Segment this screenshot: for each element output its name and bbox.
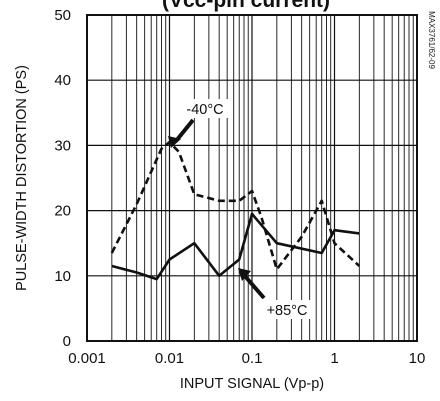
chart-title: (Vcc-pin current) [162,0,330,12]
annotation-plus85-box [262,300,312,319]
annotation-plus85: +85°C [238,268,312,319]
annotation-minus40: -40°C [168,99,228,148]
y-tick-label: 40 [54,72,71,89]
annotation-plus85-arrow [242,273,266,300]
series-group [110,140,361,281]
figure-code: MAX3761/62-09 [427,11,436,69]
annotation-plus85-label: +85°C [267,303,308,319]
y-tick-label: 20 [54,203,71,220]
y-tick-label: 0 [63,333,71,350]
grid [86,14,418,342]
x-tick-label: 1 [330,350,338,367]
series-line-1 [111,212,360,281]
x-axis-title: INPUT SIGNAL (Vp-p) [180,376,324,392]
y-axis-title: PULSE-WIDTH DISTORTION (PS) [14,65,30,291]
annotation-minus40-box [182,99,228,118]
series-line-0 [110,140,361,271]
annotation-minus40-arrow [174,118,195,143]
y-tick-label: 30 [54,137,71,154]
x-tick-label: 10 [409,350,426,367]
x-tick-label: 0.1 [242,350,263,367]
annotation-plus85-arrowhead [238,268,251,281]
x-tick-label: 0.01 [155,350,184,367]
x-tick-label: 0.001 [68,350,106,367]
y-tick-label: 10 [54,268,71,285]
tick-labels: 0.001 0.01 0.1 1 10 0 10 20 30 40 50 [54,7,425,367]
annotation-minus40-label: -40°C [186,102,223,118]
annotation-minus40-arrowhead [168,136,181,148]
y-tick-label: 50 [54,7,71,24]
plot-frame [86,14,418,342]
